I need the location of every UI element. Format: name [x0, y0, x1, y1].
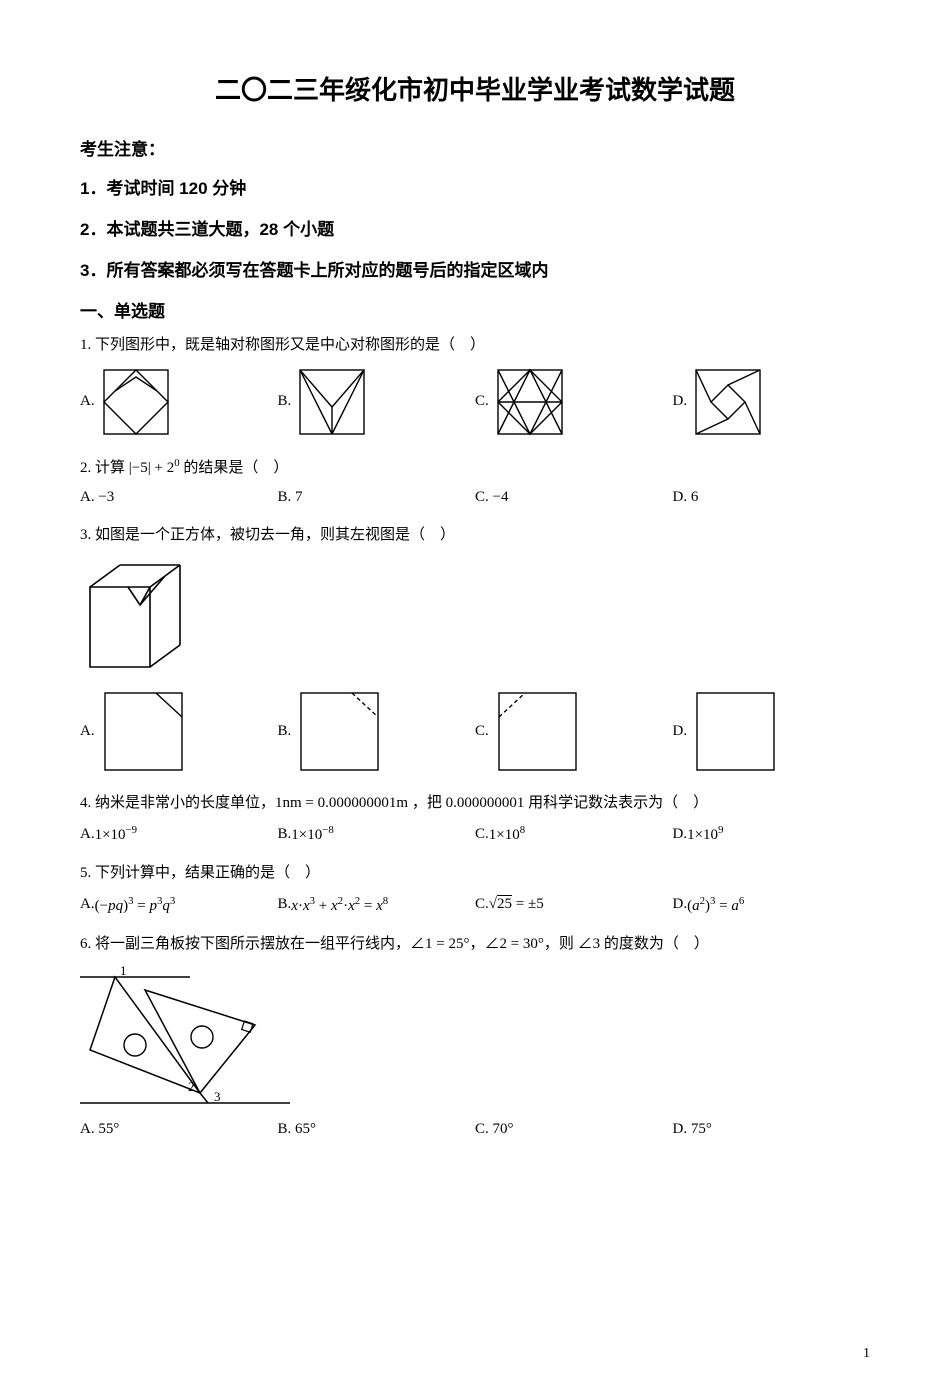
q3-options: A. B. C.	[80, 689, 870, 774]
q4-opt-a: A. 1×10−9	[80, 824, 278, 844]
q3-fig-c	[495, 689, 580, 774]
q6-options: A. 55° B. 65° C. 70° D. 75°	[80, 1121, 870, 1138]
q2-options: A. −3 B. 7 C. −4 D. 6	[80, 489, 870, 506]
q4-text: 4. 纳米是非常小的长度单位，1nm = 0.000000001m ，把 0.0…	[80, 792, 870, 815]
q3-fig-b	[297, 689, 382, 774]
q1-fig-c	[495, 367, 565, 437]
q4-opt-b: B. 1×10−8	[278, 824, 476, 844]
q4-opt-c: C. 1×108	[475, 824, 673, 844]
q6-text: 6. 将一副三角板按下图所示摆放在一组平行线内，∠1 = 25°，∠2 = 30…	[80, 933, 870, 956]
q3-opt-a: A.	[80, 689, 278, 774]
q1-opt-c: C.	[475, 367, 673, 437]
q1-fig-b	[297, 367, 367, 437]
q5-opt-b: B. x·x3 + x2·x2 = x8	[278, 895, 476, 915]
q1-fig-a	[101, 367, 171, 437]
q5-text: 5. 下列计算中，结果正确的是（ ）	[80, 862, 870, 885]
q3-main-figure	[80, 557, 870, 677]
q4-options: A. 1×10−9 B. 1×10−8 C. 1×108 D. 1×109	[80, 824, 870, 844]
q2-opt-d: D. 6	[673, 489, 871, 506]
page-title: 二〇二三年绥化市初中毕业学业考试数学试题	[80, 70, 870, 107]
q3-fig-d	[693, 689, 778, 774]
notice-1: 1．考试时间 120 分钟	[80, 174, 870, 199]
q5-opt-c: C. √25 = ±5	[475, 896, 673, 913]
q3-opt-c: C.	[475, 689, 673, 774]
notice-2: 2．本试题共三道大题，28 个小题	[80, 215, 870, 240]
q3-opt-d: D.	[673, 689, 871, 774]
q5-options: A. (−pq)3 = p3q3 B. x·x3 + x2·x2 = x8 C.…	[80, 895, 870, 915]
q5-opt-d: D. (a2)3 = a6	[673, 895, 871, 915]
svg-text:2: 2	[188, 1079, 195, 1094]
q3-text: 3. 如图是一个正方体，被切去一角，则其左视图是（ ）	[80, 524, 870, 547]
q6-opt-c: C. 70°	[475, 1121, 673, 1138]
q6-figure: 1 2 3	[80, 965, 870, 1115]
q4-opt-d: D. 1×109	[673, 824, 871, 844]
q1-text: 1. 下列图形中，既是轴对称图形又是中心对称图形的是（ ）	[80, 334, 870, 357]
svg-text:3: 3	[214, 1089, 221, 1104]
notice-heading: 考生注意：	[80, 135, 870, 160]
q2-opt-a: A. −3	[80, 489, 278, 506]
q1-opt-d: D.	[673, 367, 871, 437]
section-heading: 一、单选题	[80, 297, 870, 322]
q2-opt-c: C. −4	[475, 489, 673, 506]
page-number: 1	[863, 1346, 870, 1362]
q3-opt-b: B.	[278, 689, 476, 774]
q1-fig-d	[693, 367, 763, 437]
exam-page: 二〇二三年绥化市初中毕业学业考试数学试题 考生注意： 1．考试时间 120 分钟…	[0, 0, 950, 1380]
q1-opt-a: A.	[80, 367, 278, 437]
q3-fig-a	[101, 689, 186, 774]
q2-opt-b: B. 7	[278, 489, 476, 506]
q6-opt-b: B. 65°	[278, 1121, 476, 1138]
notice-3: 3．所有答案都必须写在答题卡上所对应的题号后的指定区域内	[80, 256, 870, 281]
q1-options: A. B. C.	[80, 367, 870, 437]
svg-text:1: 1	[120, 965, 127, 978]
q5-opt-a: A. (−pq)3 = p3q3	[80, 895, 278, 915]
q2-text: 2. 计算 |−5| + 20 的结果是（ ）	[80, 455, 870, 480]
q1-opt-b: B.	[278, 367, 476, 437]
q6-opt-d: D. 75°	[673, 1121, 871, 1138]
q6-opt-a: A. 55°	[80, 1121, 278, 1138]
